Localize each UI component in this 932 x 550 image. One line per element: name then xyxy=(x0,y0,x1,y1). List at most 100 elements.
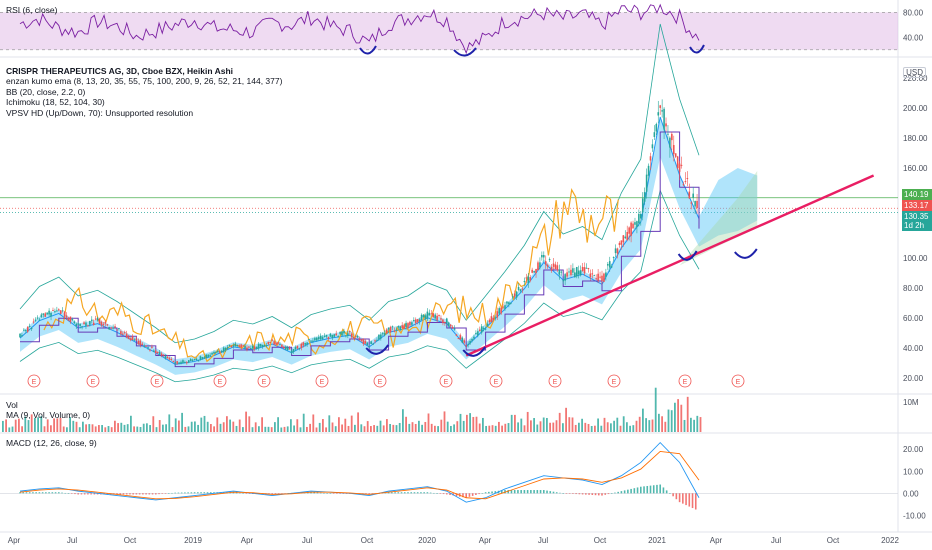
candle-body xyxy=(434,314,436,319)
volume-bar xyxy=(530,420,532,432)
candle-body xyxy=(655,123,658,132)
volume-bar xyxy=(14,419,17,432)
volume-bar xyxy=(40,416,43,432)
macd-hist-bar xyxy=(423,492,425,494)
candle-body xyxy=(36,317,39,319)
macd-hist-bar xyxy=(591,493,594,495)
macd-hist-bar xyxy=(319,492,322,494)
volume-bar xyxy=(181,412,183,432)
candle-body xyxy=(90,319,93,321)
x-tick-label: Oct xyxy=(827,536,840,545)
candle-body xyxy=(54,311,56,313)
macd-hist-bar xyxy=(158,493,160,495)
macd-hist-bar xyxy=(643,486,645,494)
candle-body xyxy=(149,349,151,351)
candle-body xyxy=(46,312,48,315)
candle-body xyxy=(568,271,570,273)
volume-bar xyxy=(331,422,334,432)
earnings-marker xyxy=(607,374,621,388)
volume-bar xyxy=(696,415,699,432)
macd-hist-bar xyxy=(446,493,448,495)
volume-bar xyxy=(472,416,475,432)
candle-body xyxy=(349,331,351,333)
macd-hist-bar xyxy=(488,491,490,494)
candle-body xyxy=(589,273,592,278)
candle-body xyxy=(50,312,52,317)
macd-hist-bar xyxy=(484,492,487,494)
candle-body xyxy=(690,202,693,204)
volume-bar xyxy=(542,417,545,432)
macd-hist-bar xyxy=(536,490,539,494)
volume-bar xyxy=(245,411,247,432)
volume-bar xyxy=(254,422,257,432)
price-tag-teal-value: 130.35 xyxy=(904,212,929,221)
candle-body xyxy=(104,321,107,324)
volume-bar xyxy=(110,427,113,432)
macd-hist-bar xyxy=(656,484,658,494)
macd-hist-bar xyxy=(323,492,325,494)
macd-hist-bar xyxy=(517,490,519,494)
candle-body xyxy=(640,213,642,219)
price-tick-label: 160.00 xyxy=(903,164,928,173)
candle-body xyxy=(127,336,130,340)
candle-body xyxy=(552,263,555,267)
price-tick-label: 200.00 xyxy=(903,104,928,113)
kumo-cloud-green xyxy=(679,171,758,266)
candle-body xyxy=(261,344,264,347)
volume-bar xyxy=(638,416,641,432)
volume-bar xyxy=(523,425,526,432)
x-tick-label: Oct xyxy=(361,536,374,545)
macd-hist-bar xyxy=(433,492,435,494)
candle-body xyxy=(449,324,452,327)
candle-body xyxy=(312,340,314,342)
macd-hist-bar xyxy=(578,493,581,495)
macd-hist-bar xyxy=(669,493,671,494)
volume-bar xyxy=(408,423,411,432)
candle-body xyxy=(560,271,563,273)
macd-hist-bar xyxy=(475,493,477,495)
volume-bar xyxy=(328,415,331,432)
candle-body xyxy=(667,133,669,135)
volume-bar xyxy=(302,413,305,432)
earnings-marker-label: E xyxy=(612,379,617,386)
macd-hist-bar xyxy=(326,493,328,494)
candle-body xyxy=(158,351,161,355)
macd-hist-bar xyxy=(316,492,319,494)
macd-hist-bar xyxy=(565,493,568,494)
volume-bar xyxy=(424,421,427,432)
candle-body xyxy=(517,286,520,290)
volume-bar xyxy=(501,425,503,432)
volume-bar xyxy=(610,423,612,432)
macd-hist-bar xyxy=(675,493,678,500)
price-tag-green: 140.19 xyxy=(902,189,932,200)
candle-body xyxy=(508,302,510,305)
candle-body xyxy=(550,266,553,271)
candle-body xyxy=(541,254,543,258)
candle-body xyxy=(488,319,491,323)
candle-body xyxy=(316,337,318,341)
candle-body xyxy=(484,328,487,330)
candle-body xyxy=(277,342,279,345)
volume-bar xyxy=(574,424,577,432)
macd-hist-bar xyxy=(588,493,590,495)
volume-bar xyxy=(27,420,30,432)
price-tag-teal: 130.35 1d 2h xyxy=(902,211,932,231)
macd-hist-bar xyxy=(439,493,442,494)
macd-hist-bar xyxy=(640,486,642,494)
x-tick-label: Apr xyxy=(710,536,723,545)
candle-body xyxy=(572,268,574,273)
volume-bar xyxy=(546,417,548,432)
candle-body xyxy=(220,350,223,353)
macd-histogram xyxy=(19,484,697,510)
volume-bar xyxy=(347,425,350,432)
volume-bar xyxy=(507,423,510,432)
candle-body xyxy=(461,337,464,343)
x-tick-label: 2022 xyxy=(881,536,899,545)
candle-body xyxy=(455,334,458,336)
volume-bar xyxy=(434,425,436,432)
candle-body xyxy=(453,328,456,330)
candle-body xyxy=(331,335,334,339)
currency-label[interactable]: USD xyxy=(903,67,926,78)
candle-body xyxy=(40,314,43,318)
